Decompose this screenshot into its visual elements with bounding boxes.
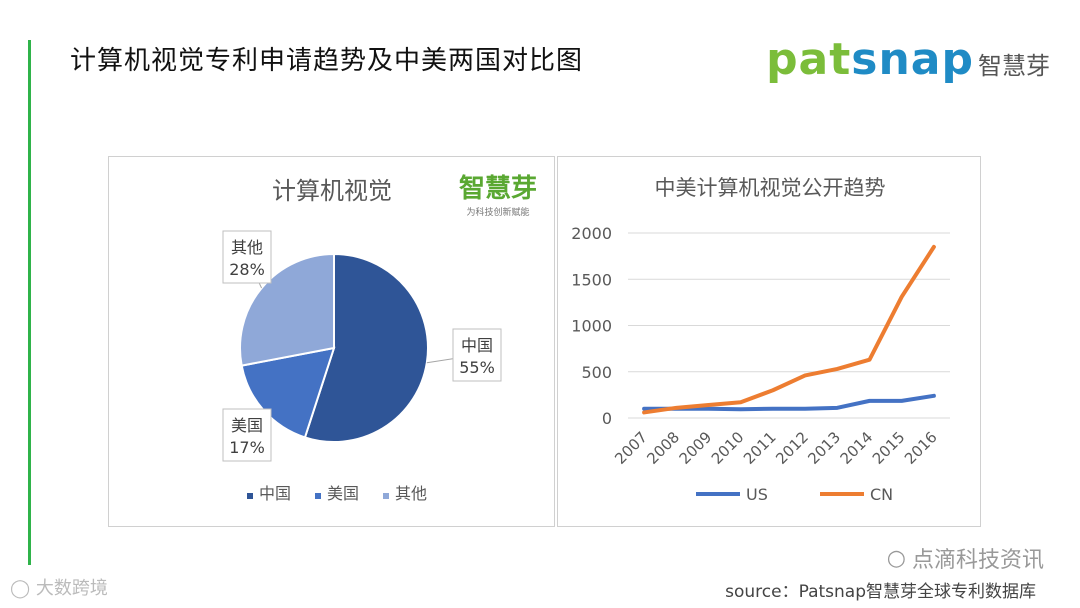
point-US-2010 [740,408,742,410]
pie-legend-marker [247,493,253,499]
pie-label-name: 其他 [231,238,263,257]
legend-label-US: US [746,485,768,504]
point-CN-2011 [772,389,774,391]
pie-label-name: 中国 [461,336,493,355]
x-tick-label: 2009 [676,428,716,468]
logo-word: patsnap [766,34,974,85]
point-US-2007 [643,408,645,410]
source-note: source：Patsnap智慧芽全球专利数据库 [725,582,1036,602]
point-US-2009 [708,408,709,410]
pie-label-value: 28% [229,260,265,279]
pie-labels: 中国 55% 美国 17% 其他 28% [222,230,502,462]
pie-slices [239,252,429,443]
point-US-2012 [804,408,806,410]
x-tick-label: 2013 [804,428,844,468]
pie-label-box [222,230,272,284]
series-line-CN [642,244,936,415]
patsnap-logo: patsnap 智慧芽 [766,34,1050,85]
point-CN-2008 [675,407,677,409]
y-tick-label: 1500 [571,270,612,289]
pie-label-name: 美国 [231,416,263,435]
line-legend: US CN [696,485,893,504]
line-chart: 中美计算机视觉公开趋势 0 500 1000 1500 2000 20072008200… [571,176,950,504]
point-US-2013 [836,407,838,409]
pie-legend-marker [383,493,389,499]
x-tick-label: 2014 [837,428,877,468]
line-chart-panel: 中美计算机视觉公开趋势 0 500 1000 1500 2000 2007 2008 200… [557,156,981,527]
watermark-right: ○ 点滴科技资讯 [887,542,1044,574]
logo-cn: 智慧芽 [978,52,1050,80]
point-CN-2012 [804,374,806,376]
pie-slice-其他 [239,252,335,367]
x-tick-label: 2008 [643,428,683,468]
weibo-icon: ◯ [10,578,31,599]
pie-legend: 中国 美国 其他 [247,484,427,503]
point-CN-2014 [869,359,870,361]
pie-legend-label: 其他 [395,484,427,503]
line-y-tick-labels: 0 500 1000 1500 2000 [571,224,612,428]
legend-label-CN: CN [870,485,893,504]
point-CN-2007 [643,411,645,413]
x-tick-label: 2011 [740,428,780,468]
x-tick-label: 2007 [611,428,651,468]
y-tick-label: 2000 [571,224,612,243]
pie-label-box [452,328,502,382]
point-CN-2009 [708,404,709,406]
series-line-US [642,393,936,412]
accent-bar [28,40,31,565]
point-US-2011 [772,408,774,410]
page-title: 计算机视觉专利申请趋势及中美两国对比图 [70,46,584,76]
pie-watermark: 智慧芽 [459,174,537,204]
pie-legend-marker [315,493,321,499]
x-tick-label: 2015 [869,428,909,468]
chat-icon: ○ [886,545,906,571]
pie-label-box [222,408,272,462]
pie-legend-label: 美国 [327,484,359,503]
pie-chart-panel: 计算机视觉 智慧芽 为科技创新赋能 中国 55% 美国 17% 其他 28% 中国 美国 其他 [108,156,555,527]
watermark-bottom-left: ◯ 大数跨境 [10,578,108,599]
line-grid [628,232,950,419]
point-US-2015 [901,400,903,402]
pie-watermark-sub: 为科技创新赋能 [466,206,529,218]
pie-label-value: 17% [229,438,265,457]
line-title: 中美计算机视觉公开趋势 [655,176,886,200]
pie-title: 计算机视觉 [272,177,392,205]
y-tick-label: 500 [581,363,612,382]
point-CN-2016 [933,246,935,248]
point-CN-2013 [836,368,838,370]
line-series [642,244,936,415]
point-CN-2010 [740,401,742,403]
y-tick-label: 1000 [571,317,612,336]
x-tick-label: 2010 [708,428,748,468]
point-US-2014 [869,400,870,402]
x-tick-label: 2012 [772,428,812,468]
y-tick-label: 0 [602,409,612,428]
watermark-right-text: 点滴科技资讯 [911,548,1044,573]
x-tick-label: 2016 [901,428,941,468]
pie-slice-中国 [303,252,429,443]
point-US-2016 [933,395,935,397]
pie-legend-label: 中国 [259,484,291,503]
pie-label-value: 55% [459,358,495,377]
point-CN-2015 [901,296,903,298]
